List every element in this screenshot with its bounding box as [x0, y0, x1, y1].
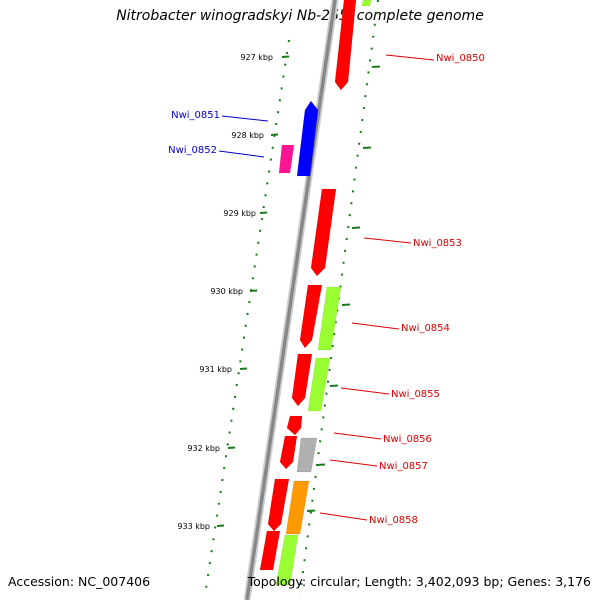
- gene-label-nwi-0858: Nwi_0858: [369, 515, 418, 526]
- gene-label-line: [340, 387, 390, 395]
- gene-nwi-0850: [334, 0, 357, 91]
- outer-track-tick: [316, 463, 326, 466]
- gene-nwi-0853: [310, 188, 337, 277]
- gene-label-nwi-0851: Nwi_0851: [171, 110, 220, 121]
- outer-track-tick: [306, 509, 316, 512]
- gene-nwi-0852: [278, 144, 295, 174]
- gene-label-nwi-0857: Nwi_0857: [379, 461, 428, 472]
- outer-track-tick: [341, 303, 351, 306]
- gene-nwi-0856: [286, 415, 303, 436]
- genome-backbone: [245, 0, 337, 600]
- gene-lime-top: [361, 0, 372, 7]
- map-title: Nitrobacter winogradskyi Nb-255, complet…: [116, 8, 484, 24]
- kbp-tick: [249, 289, 258, 292]
- gene-label-line: [351, 322, 400, 330]
- kbp-label: 932 kbp: [187, 444, 220, 453]
- gene-red-bottom: [259, 530, 281, 571]
- kbp-label: 931 kbp: [199, 365, 232, 374]
- kbp-tick: [227, 446, 236, 449]
- outer-track-tick: [371, 65, 381, 68]
- gene-label-line: [319, 512, 368, 521]
- kbp-label: 927 kbp: [240, 53, 273, 62]
- kbp-tick: [259, 211, 268, 214]
- outer-track-tick: [362, 146, 372, 149]
- kbp-tick: [239, 367, 248, 370]
- gene-label-line: [333, 432, 382, 440]
- gene-label-nwi-0850: Nwi_0850: [436, 53, 485, 64]
- topology-text: Topology: circular; Length: 3,402,093 bp…: [247, 574, 591, 589]
- gene-label-nwi-0856: Nwi_0856: [383, 434, 432, 445]
- gene-nwi-0854: [317, 286, 342, 351]
- gene-label-nwi-0853: Nwi_0853: [413, 238, 462, 249]
- kbp-label: 929 kbp: [223, 209, 256, 218]
- kbp-tick: [216, 524, 225, 527]
- gene-nwi-0858: [285, 480, 310, 535]
- gene-nwi-0857: [296, 437, 318, 473]
- gene-label-line: [218, 150, 265, 158]
- gene-label-nwi-0854: Nwi_0854: [401, 323, 450, 334]
- gene-lime-bottom: [275, 534, 299, 586]
- gene-nwi-0855-a: [291, 353, 313, 407]
- gene-nwi-0858-a: [267, 478, 290, 532]
- gene-nwi-0857-a: [279, 435, 298, 470]
- accession-text: Accession: NC_007406: [8, 574, 151, 589]
- gene-label-nwi-0855: Nwi_0855: [391, 389, 440, 400]
- kbp-label: 928 kbp: [231, 131, 264, 140]
- gene-nwi-0854-a: [299, 284, 323, 349]
- kbp-label: 930 kbp: [210, 287, 243, 296]
- outer-track-tick: [329, 384, 339, 387]
- kbp-label: 933 kbp: [177, 522, 210, 531]
- gene-nwi-0855: [307, 357, 331, 412]
- gene-label-line: [363, 237, 412, 244]
- gene-nwi-0851: [296, 100, 319, 177]
- gene-label-nwi-0852: Nwi_0852: [168, 145, 217, 156]
- outer-track-tick: [351, 226, 361, 229]
- gene-label-line: [385, 54, 435, 61]
- gene-label-line: [329, 459, 378, 467]
- gene-label-line: [221, 115, 269, 122]
- kbp-tick: [270, 133, 279, 136]
- kbp-tick: [281, 55, 290, 58]
